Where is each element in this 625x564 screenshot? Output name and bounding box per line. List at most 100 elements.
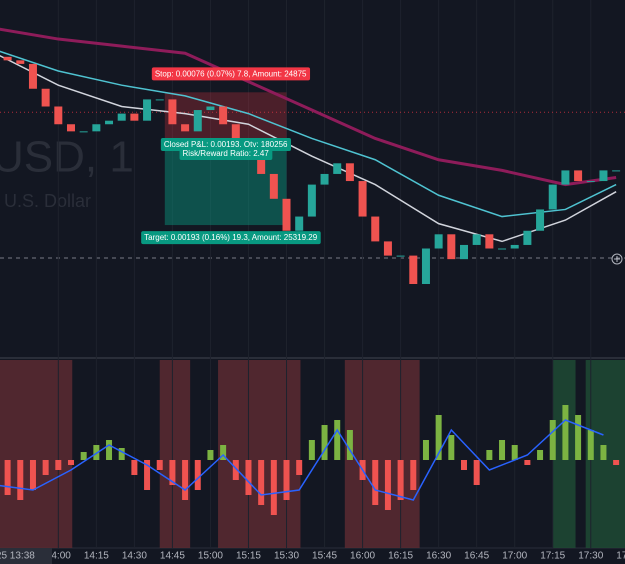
x-tick-label: 14:00 [46, 551, 71, 562]
histogram-bar [194, 460, 201, 490]
cursor-time-label: '25 13:38 [0, 551, 35, 562]
candle [459, 244, 468, 260]
candle [536, 209, 545, 231]
candle [3, 56, 12, 61]
candle [130, 113, 139, 121]
candle [295, 216, 304, 231]
candle [485, 234, 494, 249]
candle [206, 106, 215, 111]
candle [117, 113, 126, 121]
histogram-bar [435, 415, 442, 460]
candle [599, 170, 608, 182]
histogram-bar [245, 460, 252, 495]
candle [155, 99, 164, 101]
x-tick-label: 14:15 [84, 551, 109, 562]
histogram-bar [600, 445, 607, 460]
x-tick-label: 17:15 [540, 551, 565, 562]
x-tick-label: 17:45 [616, 551, 625, 562]
candle [231, 124, 240, 146]
histogram-bar [524, 460, 531, 465]
candle [523, 230, 532, 245]
histogram-bar [499, 440, 506, 460]
ma-line [0, 54, 617, 243]
histogram-bar [562, 405, 569, 460]
histogram-bar [613, 460, 620, 465]
histogram-bar [575, 415, 582, 460]
histogram-bar [537, 450, 544, 460]
histogram-bar [321, 425, 328, 460]
candle [371, 216, 380, 242]
x-tick-label: 16:15 [388, 551, 413, 562]
candle [92, 124, 101, 132]
histogram-bar [296, 460, 303, 475]
candle [143, 99, 152, 121]
histogram-bar [131, 460, 138, 475]
ma-line [0, 50, 617, 218]
candle [168, 99, 177, 125]
histogram-bar [17, 460, 24, 500]
plus-icon [614, 256, 620, 262]
histogram-bar [80, 452, 87, 460]
histogram-bar [346, 430, 353, 460]
histogram-bar [410, 460, 417, 490]
position-label-box [151, 67, 311, 81]
x-tick-label: 17:30 [578, 551, 603, 562]
candle [28, 63, 37, 89]
position-label: Closed P&L: 0.00193, Qty: 180256 [164, 140, 288, 149]
candle [16, 60, 25, 64]
histogram-bar [29, 460, 36, 490]
histogram-bar [587, 430, 594, 460]
x-tick-label: 15:30 [274, 551, 299, 562]
histogram-bar [384, 460, 391, 510]
x-tick-label: 17:00 [502, 551, 527, 562]
histogram-bar [156, 460, 163, 470]
histogram-bar [473, 460, 480, 485]
histogram-bar [511, 445, 518, 460]
histogram-bar [169, 460, 176, 485]
histogram-bar [283, 460, 290, 500]
candle [345, 163, 354, 182]
position-label: Risk/Reward Ratio: 2.47 [183, 149, 270, 158]
candle [66, 124, 75, 132]
histogram-bar [144, 460, 151, 490]
plus-button[interactable] [611, 253, 623, 265]
candle [181, 124, 190, 132]
histogram-bar [460, 460, 467, 470]
ma-line [0, 419, 604, 501]
x-tick-label: 14:30 [122, 551, 147, 562]
histogram-bar [42, 460, 49, 475]
histogram-bar [220, 445, 227, 460]
candle [383, 241, 392, 256]
histogram-bar [258, 460, 265, 505]
x-tick-label: 15:15 [236, 551, 261, 562]
x-tick-label: 16:45 [464, 551, 489, 562]
candle [219, 106, 228, 125]
histogram-bar [397, 460, 404, 500]
signal-region [159, 360, 191, 548]
candle [105, 120, 114, 125]
signal-region [344, 360, 420, 548]
symbol-description: U.S. Dollar [4, 191, 91, 211]
x-tick-label: 15:45 [312, 551, 337, 562]
candle [421, 248, 430, 284]
histogram-bar [308, 440, 315, 460]
histogram-bar [270, 460, 277, 515]
candle [498, 248, 507, 250]
histogram-bar [486, 450, 493, 460]
histogram-bar [549, 420, 556, 460]
position-label: Stop: 0.00076 (0.07%) 7.8, Amount: 24875 [155, 69, 307, 78]
position-label: Target: 0.00193 (0.16%) 19.3, Amount: 25… [144, 233, 318, 242]
candle [41, 88, 50, 107]
candle [282, 198, 291, 231]
histogram-bar [422, 440, 429, 460]
position-label-box [179, 146, 273, 160]
x-tick-label: 14:45 [160, 551, 185, 562]
candle [447, 234, 456, 260]
symbol-watermark: USD, 1 [0, 133, 134, 182]
histogram-bar [4, 460, 11, 495]
histogram-bar [118, 448, 125, 460]
histogram-bar [182, 460, 189, 500]
